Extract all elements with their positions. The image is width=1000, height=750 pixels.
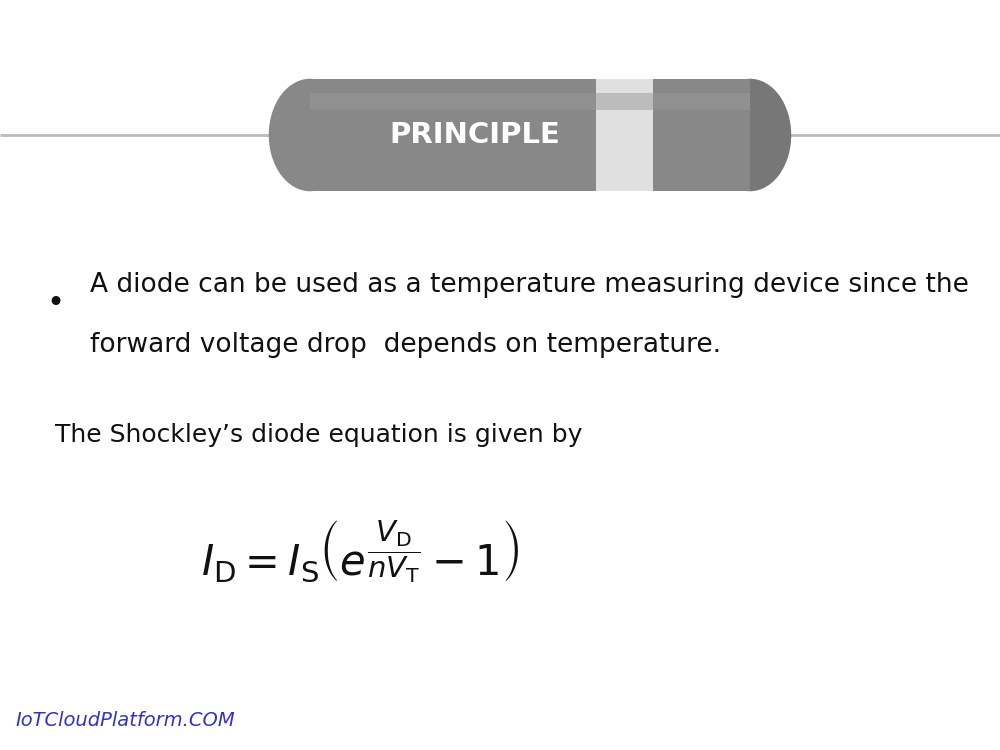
Text: The Shockley’s diode equation is given by: The Shockley’s diode equation is given b… [55,423,582,447]
Bar [310,79,750,191]
Bar [310,94,750,110]
Ellipse shape [269,79,351,191]
Bar [596,79,653,191]
Ellipse shape [709,79,791,191]
Text: A diode can be used as a temperature measuring device since the: A diode can be used as a temperature mea… [90,272,969,298]
Text: IoTCloudPlatform.COM: IoTCloudPlatform.COM [15,710,235,730]
Text: PRINCIPLE: PRINCIPLE [390,121,560,149]
Text: •: • [46,290,64,318]
Bar [653,79,750,191]
Text: $I_{\rm D} = I_{\rm S} \left( e^{\dfrac{V_{\rm D}}{nV_{\rm T}}} - 1 \right)$: $I_{\rm D} = I_{\rm S} \left( e^{\dfrac{… [201,518,519,584]
Text: forward voltage drop  depends on temperature.: forward voltage drop depends on temperat… [90,332,721,358]
